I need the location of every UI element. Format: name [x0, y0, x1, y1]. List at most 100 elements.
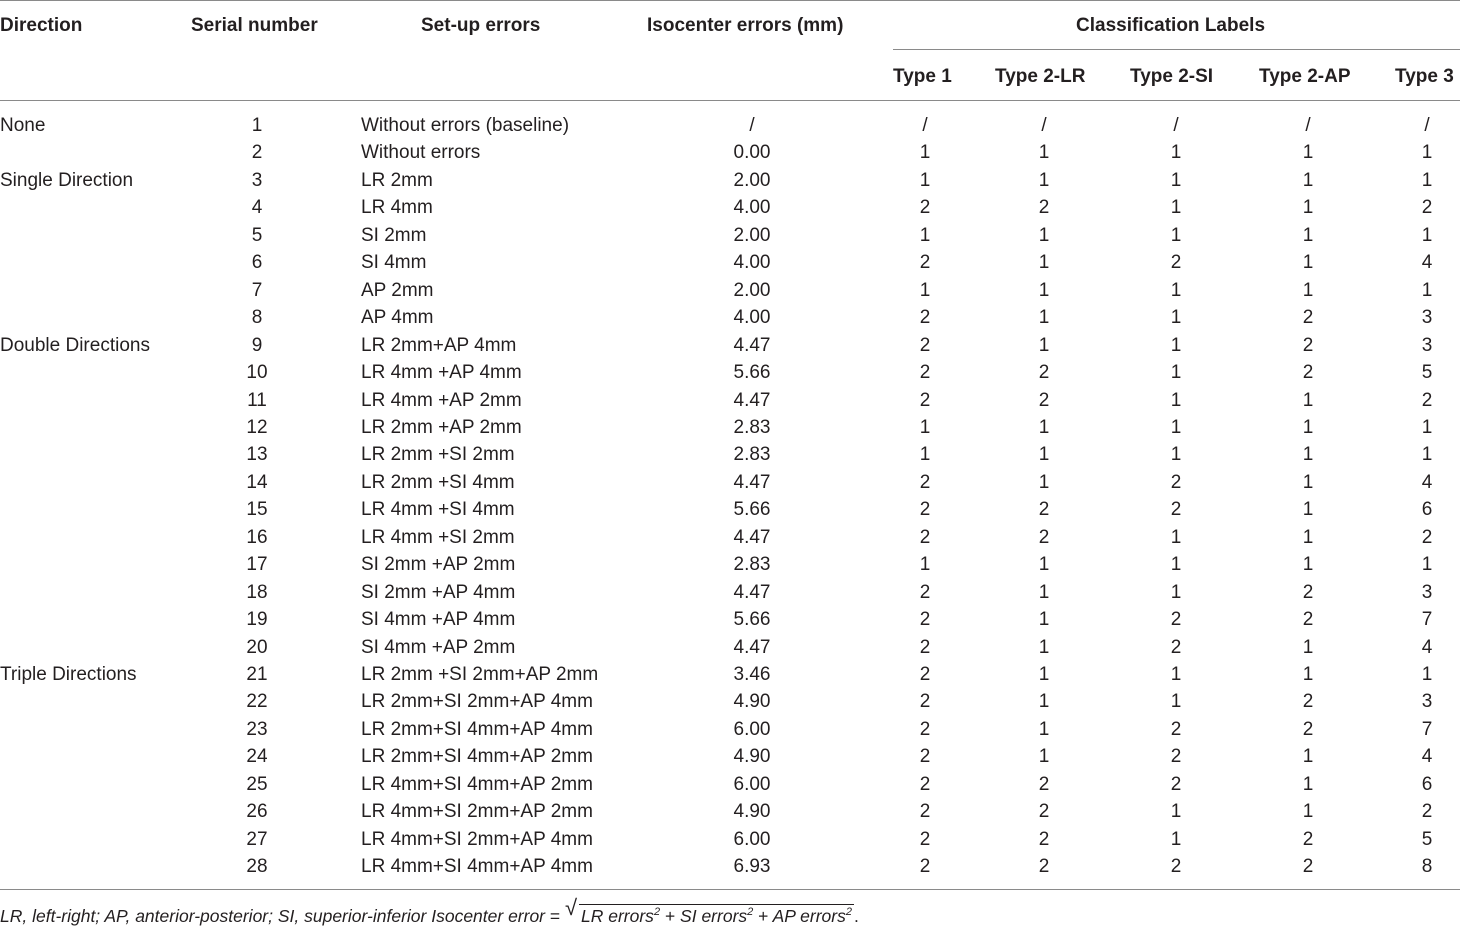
- cell-isocenter-error-text: 2.00: [733, 279, 771, 301]
- serial-number-text: 22: [246, 691, 268, 713]
- cell-type-2-lr-text: 2: [1038, 801, 1050, 823]
- cell-type-1-text: 2: [919, 773, 931, 795]
- cell-type-2-ap-text: 1: [1302, 197, 1314, 219]
- cell-type-1-text: 2: [919, 471, 931, 493]
- header-setup-errors: Set-up errors: [421, 15, 541, 36]
- cell-type-2-si-text: 2: [1170, 499, 1182, 521]
- cell-type-3-text: /: [1424, 115, 1430, 136]
- table-row: 14 LR 2mm +SI 4mm 4.47 2 1 2 1 4: [0, 469, 1460, 496]
- cell-type-2-ap-text: 2: [1302, 307, 1314, 329]
- cell-type-2-si-text: 1: [1170, 142, 1182, 164]
- cell-type-2-ap-text: 1: [1302, 252, 1314, 274]
- table-row: 22 LR 2mm+SI 2mm+AP 4mm 4.90 2 1 1 2 3: [0, 688, 1460, 715]
- cell-setup-error: LR 2mm: [361, 169, 433, 191]
- cell-setup-error: SI 4mm: [361, 252, 427, 274]
- cell-type-2-ap-text: 1: [1302, 142, 1314, 164]
- cell-setup-error: SI 2mm: [361, 224, 427, 246]
- table-row: 13 LR 2mm +SI 2mm 2.83 1 1 1 1 1: [0, 441, 1460, 468]
- serial-number-text: 20: [246, 636, 268, 658]
- cell-type-2-ap-text: 2: [1302, 718, 1314, 740]
- cell-type-2-lr-text: 1: [1038, 142, 1050, 164]
- cell-isocenter-error-text: 4.00: [733, 197, 771, 219]
- cell-type-1-text: 2: [919, 636, 931, 658]
- cell-type-2-si-text: 1: [1170, 664, 1182, 685]
- cell-type-3-text: 4: [1421, 746, 1433, 768]
- cell-type-2-ap-text: 1: [1302, 224, 1314, 246]
- serial-number-text: 4: [251, 197, 263, 219]
- cell-type-1-text: 2: [919, 252, 931, 274]
- cell-type-2-ap-text: 1: [1302, 554, 1314, 576]
- cell-type-1-text: 1: [919, 554, 931, 576]
- cell-type-2-si-text: 1: [1170, 581, 1182, 603]
- cell-type-2-lr-text: 2: [1038, 362, 1050, 384]
- header-direction: Direction: [0, 15, 83, 36]
- cell-type-2-ap-text: 2: [1302, 856, 1314, 878]
- cell-type-3-text: 3: [1421, 334, 1433, 356]
- serial-number-text: 21: [246, 664, 268, 685]
- cell-type-2-lr-text: 1: [1038, 334, 1050, 356]
- table-row: 15 LR 4mm +SI 4mm 5.66 2 2 2 1 6: [0, 496, 1460, 523]
- cell-setup-error: LR 4mm: [361, 197, 433, 219]
- formula-lhs: Isocenter error: [431, 905, 546, 926]
- cell-setup-error: LR 4mm +SI 2mm: [361, 526, 515, 548]
- cell-isocenter-error-text: 4.47: [733, 471, 771, 493]
- cell-type-3-text: 1: [1421, 416, 1433, 438]
- cell-type-1-text: 1: [919, 416, 931, 438]
- table-row: 10 LR 4mm +AP 4mm 5.66 2 2 1 2 5: [0, 359, 1460, 386]
- cell-type-3-text: 3: [1421, 307, 1433, 329]
- serial-number-text: 18: [246, 581, 268, 603]
- header-type-2-lr: Type 2-LR: [995, 66, 1086, 87]
- cell-type-2-si-text: 1: [1170, 444, 1182, 466]
- cell-type-1-text: 1: [919, 279, 931, 301]
- serial-number-text: 10: [246, 362, 268, 384]
- cell-type-3-text: 1: [1421, 169, 1433, 191]
- cell-type-2-ap-text: 2: [1302, 581, 1314, 603]
- table-row: 18 SI 2mm +AP 4mm 4.47 2 1 1 2 3: [0, 579, 1460, 606]
- cell-isocenter-error-text: 6.00: [733, 828, 771, 850]
- cell-type-1-text: 1: [919, 142, 931, 164]
- cell-type-2-si-text: 2: [1170, 471, 1182, 493]
- table-row: 26 LR 4mm+SI 2mm+AP 2mm 4.90 2 2 1 1 2: [0, 798, 1460, 825]
- cell-setup-error: LR 2mm +SI 2mm+AP 2mm: [361, 664, 599, 685]
- exponent: 2: [845, 906, 852, 918]
- classification-rule: [893, 49, 1460, 50]
- table-row: 16 LR 4mm +SI 2mm 4.47 2 2 1 1 2: [0, 524, 1460, 551]
- serial-number-text: 3: [251, 169, 263, 191]
- table-row: 7 AP 2mm 2.00 1 1 1 1 1: [0, 277, 1460, 304]
- table-row: 6 SI 4mm 4.00 2 1 2 1 4: [0, 249, 1460, 276]
- cell-type-2-lr-text: 1: [1038, 471, 1050, 493]
- cell-isocenter-error-text: 3.46: [733, 664, 771, 685]
- cell-type-3-text: 1: [1421, 554, 1433, 576]
- cell-type-2-lr-text: 1: [1038, 746, 1050, 768]
- cell-type-2-si-text: 2: [1170, 252, 1182, 274]
- cell-type-2-lr-text: 1: [1038, 416, 1050, 438]
- cell-isocenter-error-text: 4.47: [733, 389, 771, 411]
- cell-setup-error: LR 2mm+SI 4mm+AP 4mm: [361, 718, 593, 740]
- cell-type-2-lr-text: 1: [1038, 279, 1050, 301]
- cell-type-3-text: 1: [1421, 142, 1433, 164]
- cell-type-2-ap-text: 1: [1302, 444, 1314, 466]
- cell-type-2-ap-text: 1: [1302, 801, 1314, 823]
- serial-number-text: 17: [246, 554, 268, 576]
- serial-number-text: 6: [251, 252, 263, 274]
- cell-type-2-lr-text: 2: [1038, 499, 1050, 521]
- table-row: 25 LR 4mm+SI 4mm+AP 2mm 6.00 2 2 2 1 6: [0, 771, 1460, 798]
- cell-direction: Double Directions: [0, 334, 150, 356]
- cell-setup-error: SI 2mm +AP 4mm: [361, 581, 516, 603]
- cell-type-2-ap-text: 1: [1302, 169, 1314, 191]
- cell-setup-error: LR 4mm +SI 4mm: [361, 499, 515, 521]
- cell-type-2-ap-text: 1: [1302, 664, 1314, 685]
- cell-type-2-ap-text: 1: [1302, 389, 1314, 411]
- table-row: 2 Without errors 0.00 1 1 1 1 1: [0, 139, 1460, 166]
- header-type-1: Type 1: [893, 66, 952, 87]
- cell-type-2-si-text: 2: [1170, 746, 1182, 768]
- cell-type-3-text: 2: [1421, 389, 1433, 411]
- formula-term-si: SI errors: [680, 905, 748, 926]
- cell-type-2-si-text: 1: [1170, 169, 1182, 191]
- cell-setup-error: SI 2mm +AP 2mm: [361, 554, 516, 576]
- serial-number-text: 13: [246, 444, 268, 466]
- cell-isocenter-error-text: 4.47: [733, 334, 771, 356]
- header-serial-number: Serial number: [191, 15, 318, 36]
- cell-setup-error: LR 4mm+SI 4mm+AP 4mm: [361, 856, 593, 878]
- cell-isocenter-error-text: 2.00: [733, 224, 771, 246]
